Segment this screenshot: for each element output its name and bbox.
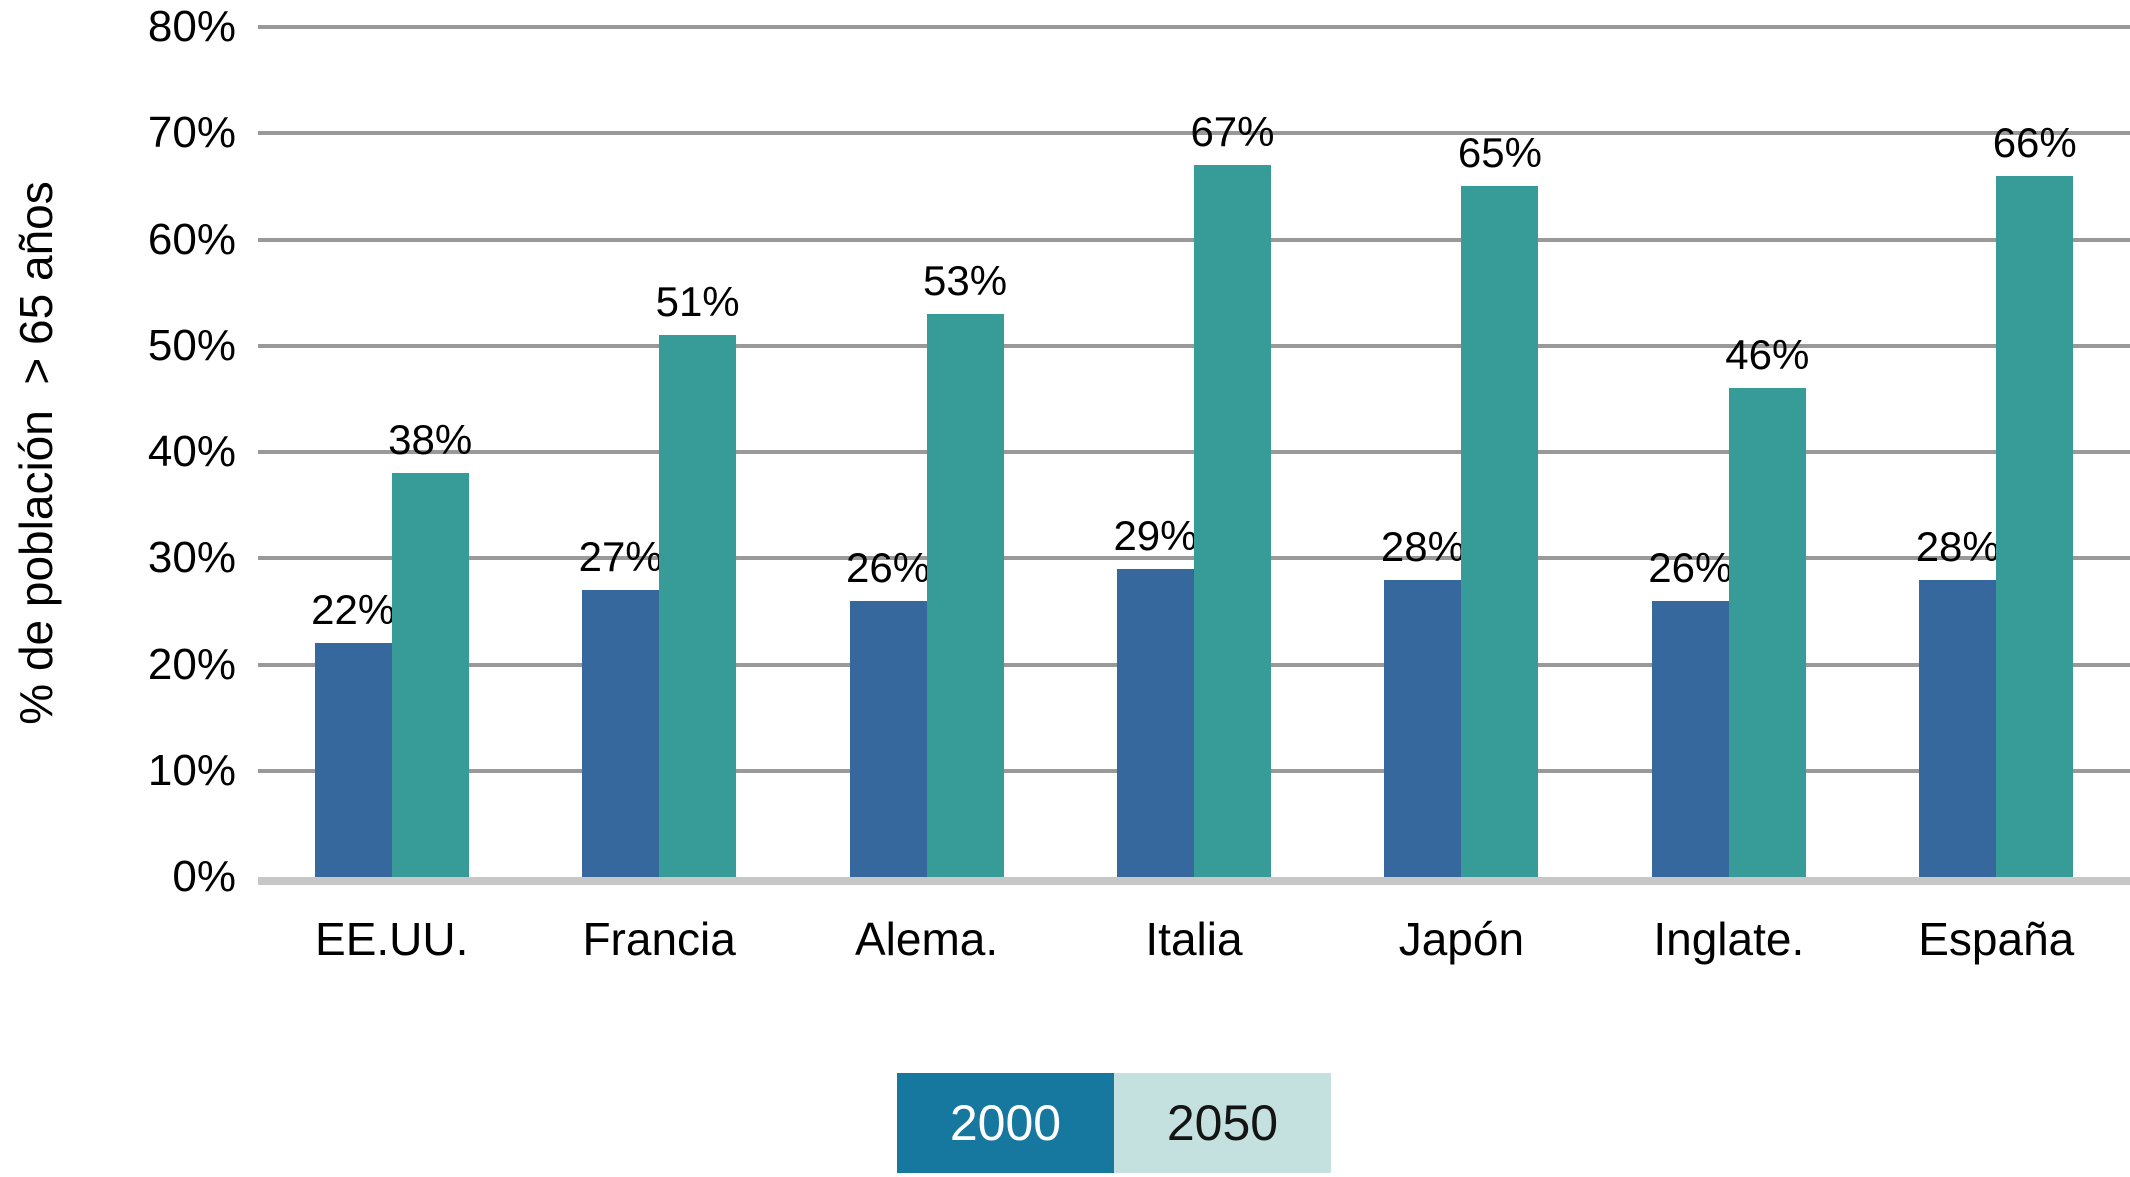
- bar-value-label: 66%: [1992, 118, 2077, 166]
- bar-2000: 27%: [579, 533, 663, 877]
- bar-value-label: 29%: [1113, 511, 1198, 559]
- legend-item-2050: 2050: [1114, 1073, 1331, 1173]
- bar-value-label: 53%: [923, 256, 1008, 304]
- bar-value-label: 26%: [846, 543, 931, 591]
- bar-2050: 65%: [1458, 130, 1542, 877]
- chart-legend: 2000 2050: [897, 1073, 1331, 1173]
- bar-value-label: 46%: [1725, 331, 1810, 379]
- bar-value-label: 67%: [1190, 108, 1275, 156]
- x-axis-label: EE.UU.: [315, 913, 469, 965]
- bar-2000: 26%: [1648, 544, 1732, 877]
- y-axis-tick-label: 10%: [147, 745, 236, 795]
- y-axis-tick-label: 60%: [147, 214, 236, 264]
- y-axis-tick-label: 50%: [147, 320, 236, 370]
- y-axis-tick-label: 40%: [147, 427, 236, 476]
- bar-value-label: 27%: [578, 533, 663, 581]
- bar-2050: 67%: [1190, 108, 1275, 877]
- bar-group: 28% 66%: [1863, 27, 2130, 877]
- x-axis-label: Italia: [1145, 913, 1243, 965]
- bar-2000: 22%: [311, 587, 395, 877]
- x-axis-baseline: [258, 877, 2130, 885]
- gridline: [258, 25, 2130, 29]
- plot-area: 22% 38% 27% 51% 26% 53% 29% 67% 28% 65% 26% 46% 28% 6…: [258, 25, 2130, 885]
- bar-value-label: 28%: [1380, 522, 1465, 570]
- bar-2000: 29%: [1113, 512, 1198, 877]
- bar-value-label: 22%: [311, 586, 396, 634]
- x-axis-label: Inglate.: [1653, 913, 1805, 965]
- bar-group: 26% 53%: [793, 27, 1060, 877]
- x-axis-label: Japón: [1398, 913, 1525, 965]
- bar-groups: 22% 38% 27% 51% 26% 53% 29% 67% 28% 65% 26% 46% 28% 6…: [258, 27, 2130, 877]
- y-axis-tick-label: 30%: [147, 533, 236, 583]
- bar-group: 22% 38%: [258, 27, 525, 877]
- bar-value-label: 51%: [655, 278, 740, 326]
- gridline: [258, 131, 2130, 136]
- bar-value-label: 26%: [1648, 543, 1733, 591]
- x-axis-label: Francia: [582, 913, 736, 965]
- y-axis-tick-label: 20%: [147, 639, 236, 689]
- bar-group: 28% 65%: [1328, 27, 1595, 877]
- bar-group: 27% 51%: [525, 27, 792, 877]
- bar-value-label: 65%: [1457, 129, 1542, 177]
- y-axis-tick-label: 80%: [147, 2, 236, 51]
- y-axis-tick-labels: 0% 10% 20% 30% 40% 50% 60% 70% 80%: [0, 5, 236, 899]
- bar-2050: 66%: [1993, 119, 2077, 877]
- bar-2050: 46%: [1725, 332, 1809, 877]
- bar-2000: 28%: [1916, 523, 2000, 877]
- bar-group: 26% 46%: [1595, 27, 1862, 877]
- y-axis-tick-label: 0%: [172, 852, 236, 901]
- bar-2000: 26%: [846, 544, 930, 877]
- bar-2000: 28%: [1381, 523, 1465, 877]
- bar-2050: 38%: [388, 417, 472, 877]
- bar-value-label: 38%: [388, 416, 473, 464]
- x-axis-label: España: [1918, 913, 2075, 965]
- bar-2050: 51%: [656, 278, 740, 877]
- x-axis-category-labels: EE.UU. Francia Alema. Italia Japón Inglate. Es…: [258, 912, 2130, 966]
- x-axis-label: Alema.: [854, 913, 999, 965]
- y-axis-tick-label: 70%: [147, 108, 236, 158]
- bar-group: 29% 67%: [1060, 27, 1327, 877]
- legend-item-2000: 2000: [897, 1073, 1114, 1173]
- bar-2050: 53%: [923, 257, 1007, 877]
- bar-value-label: 28%: [1915, 522, 2000, 570]
